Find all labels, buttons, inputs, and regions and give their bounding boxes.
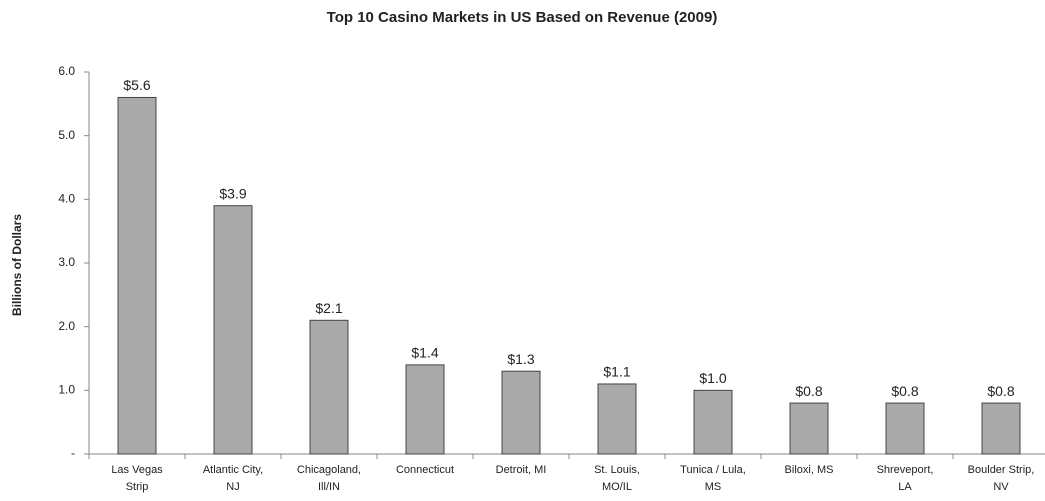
value-label: $2.1 [315, 300, 342, 316]
bar [885, 402, 925, 455]
x-tick-label: LA [898, 481, 912, 493]
y-tick-label: 3.0 [58, 255, 75, 269]
y-tick-label: 1.0 [58, 383, 75, 397]
value-label: $1.0 [699, 370, 726, 386]
x-tick-label: Tunica / Lula, [680, 464, 746, 476]
x-tick-label: Atlantic City, [203, 464, 263, 476]
y-axis-label: Billions of Dollars [10, 214, 24, 316]
x-tick-label: Las Vegas [111, 464, 163, 476]
value-label: $1.4 [411, 345, 438, 361]
x-tick-label: Ill/IN [318, 481, 340, 493]
x-tick-label: NJ [226, 481, 239, 493]
value-label: $3.9 [219, 185, 246, 201]
y-tick-label: 6.0 [58, 64, 75, 78]
y-tick-label: 2.0 [58, 319, 75, 333]
value-label: $1.3 [507, 351, 534, 367]
y-tick-label: 5.0 [58, 128, 75, 142]
value-label: $0.8 [987, 383, 1014, 399]
value-label: $5.6 [123, 77, 150, 93]
x-tick-label: NV [993, 481, 1009, 493]
bar [597, 383, 637, 455]
value-label: $1.1 [603, 364, 630, 380]
bar [981, 402, 1021, 455]
y-tick-label: 4.0 [58, 192, 75, 206]
x-tick-label: St. Louis, [594, 464, 640, 476]
bar [789, 402, 829, 455]
x-tick-label: Detroit, MI [496, 464, 547, 476]
bar [501, 370, 541, 455]
x-tick-label: MO/IL [602, 481, 632, 493]
bar [213, 205, 253, 455]
bar [405, 364, 445, 455]
x-tick-label: MS [705, 481, 722, 493]
x-tick-label: Shreveport, [877, 464, 934, 476]
bar [693, 389, 733, 455]
x-tick-label: Boulder Strip, [968, 464, 1035, 476]
bar [117, 96, 157, 455]
chart-title: Top 10 Casino Markets in US Based on Rev… [327, 9, 718, 26]
y-tick-label: - [71, 446, 75, 460]
value-label: $0.8 [891, 383, 918, 399]
bar [309, 319, 349, 455]
x-tick-label: Connecticut [396, 464, 454, 476]
value-label: $0.8 [795, 383, 822, 399]
x-tick-label: Biloxi, MS [785, 464, 834, 476]
x-tick-label: Chicagoland, [297, 464, 361, 476]
x-tick-label: Strip [126, 481, 149, 493]
